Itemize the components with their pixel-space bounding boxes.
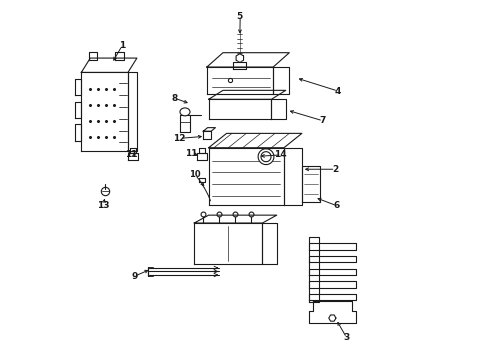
Polygon shape (271, 99, 285, 119)
Polygon shape (115, 51, 124, 60)
Text: 1: 1 (119, 41, 125, 50)
Text: 11: 11 (124, 150, 137, 159)
Polygon shape (308, 237, 319, 302)
Polygon shape (308, 281, 355, 288)
Polygon shape (308, 256, 355, 262)
Polygon shape (88, 51, 97, 60)
Polygon shape (128, 153, 138, 160)
Polygon shape (197, 153, 207, 160)
Text: 10: 10 (189, 171, 201, 180)
Polygon shape (308, 301, 355, 323)
Polygon shape (208, 148, 284, 205)
Polygon shape (129, 148, 136, 153)
Polygon shape (208, 99, 271, 119)
Polygon shape (194, 223, 262, 264)
Text: 13: 13 (97, 201, 109, 210)
Polygon shape (262, 223, 276, 264)
Text: 12: 12 (173, 134, 185, 143)
Text: 5: 5 (236, 12, 243, 21)
Polygon shape (199, 148, 205, 153)
Polygon shape (180, 116, 190, 132)
Polygon shape (273, 67, 289, 94)
Text: 3: 3 (343, 333, 349, 342)
Polygon shape (236, 54, 243, 62)
Text: 4: 4 (334, 86, 340, 95)
Text: 2: 2 (331, 165, 338, 174)
Polygon shape (206, 67, 273, 94)
Polygon shape (206, 53, 289, 67)
Polygon shape (75, 125, 81, 140)
Polygon shape (308, 243, 355, 250)
Ellipse shape (180, 108, 190, 116)
Text: 11: 11 (185, 149, 197, 158)
Polygon shape (328, 315, 335, 321)
Polygon shape (199, 178, 204, 182)
Polygon shape (301, 166, 319, 202)
Polygon shape (208, 90, 285, 99)
Polygon shape (308, 269, 355, 275)
Polygon shape (128, 72, 137, 151)
Polygon shape (203, 131, 211, 139)
Polygon shape (75, 102, 81, 118)
Polygon shape (81, 72, 128, 151)
Polygon shape (194, 215, 276, 223)
Polygon shape (308, 294, 355, 300)
Text: 7: 7 (319, 116, 325, 125)
Text: 8: 8 (171, 94, 177, 103)
Text: 9: 9 (131, 271, 137, 280)
Polygon shape (203, 128, 215, 131)
Polygon shape (75, 79, 81, 95)
Polygon shape (284, 148, 301, 205)
Polygon shape (81, 58, 137, 72)
Polygon shape (233, 62, 246, 69)
Text: 6: 6 (333, 201, 339, 210)
Text: 14: 14 (274, 150, 286, 159)
Polygon shape (208, 134, 301, 148)
